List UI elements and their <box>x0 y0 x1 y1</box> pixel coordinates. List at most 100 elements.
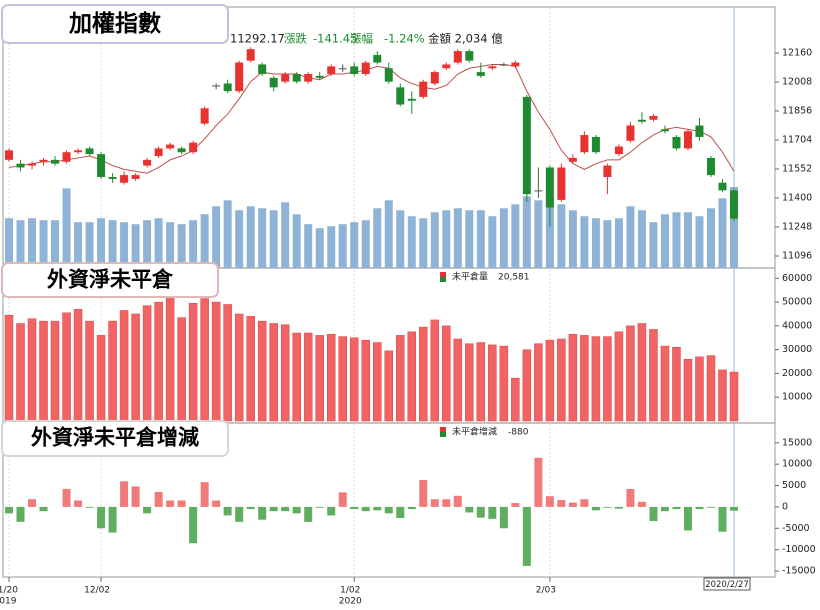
bar <box>476 506 485 518</box>
candle-body <box>672 136 681 149</box>
candle-body <box>545 167 554 208</box>
y-tick-label: 30000 <box>782 344 812 355</box>
candle-body <box>568 157 577 162</box>
bar <box>4 314 14 422</box>
candle-body <box>706 157 715 176</box>
candle-body <box>430 72 439 84</box>
volume-bar <box>557 204 566 268</box>
y-tick-label: 11248 <box>782 221 812 232</box>
bar <box>488 506 497 519</box>
candle-body <box>407 98 416 101</box>
volume-bar <box>718 198 727 268</box>
candle-body <box>730 190 738 219</box>
bar <box>154 301 163 422</box>
volume-bar <box>637 210 646 268</box>
volume-bar <box>246 206 255 268</box>
volume-bar <box>522 196 531 268</box>
volume-bar <box>591 218 600 268</box>
bar <box>142 305 152 422</box>
bar <box>511 377 520 422</box>
bar <box>338 336 347 422</box>
volume-bar <box>315 228 324 268</box>
legend-value: 20,581 <box>498 273 530 283</box>
candle-body <box>442 64 451 69</box>
volume-bar <box>304 224 313 268</box>
bar <box>442 499 451 507</box>
bar <box>154 491 163 507</box>
bar <box>419 326 428 422</box>
legend-icon <box>440 272 446 277</box>
bar <box>119 310 129 422</box>
bar <box>166 500 175 507</box>
bar <box>177 500 186 507</box>
candle-body <box>28 163 37 166</box>
bar <box>269 323 278 422</box>
candle-body <box>223 83 232 92</box>
change: -141.45 <box>313 32 357 46</box>
candle-body <box>269 77 278 88</box>
candle-body <box>292 74 301 82</box>
y-tick-label: 11400 <box>782 192 812 203</box>
y-tick-label: 40000 <box>782 320 812 331</box>
bar <box>614 506 623 509</box>
bar <box>96 335 106 422</box>
volume-bar <box>39 220 48 268</box>
candle-body <box>189 142 198 153</box>
legend-name: 未平倉增減 <box>452 426 497 438</box>
title-box <box>1 4 229 44</box>
candle-body <box>246 49 255 61</box>
bar <box>384 350 394 422</box>
candle-body <box>327 66 336 75</box>
bar <box>108 506 117 533</box>
bar <box>350 506 359 510</box>
bar <box>706 506 715 508</box>
title-box <box>1 420 229 457</box>
panel-title: 外資淨未平倉 <box>47 267 174 292</box>
bar <box>580 335 589 422</box>
volume-bar <box>143 220 152 268</box>
bar <box>626 325 635 422</box>
bar <box>143 506 152 514</box>
bar <box>338 492 347 507</box>
candle-body <box>177 148 186 153</box>
candle-body <box>637 119 646 122</box>
bar <box>292 506 301 514</box>
candle-body <box>143 159 152 166</box>
volume-bar <box>51 220 60 268</box>
bar <box>465 343 474 422</box>
bar <box>430 319 440 422</box>
bar <box>212 500 221 507</box>
candle-body <box>74 150 83 153</box>
bar <box>672 506 681 510</box>
candle-body <box>649 115 658 120</box>
bar <box>453 495 462 507</box>
y-tick-label: 10000 <box>782 459 812 470</box>
y-tick-label: 11096 <box>782 250 812 261</box>
candle-body <box>580 135 589 153</box>
volume-bar <box>660 214 669 268</box>
candle-body <box>660 129 669 132</box>
volume-bar <box>683 212 692 268</box>
bar <box>419 479 428 507</box>
bar <box>304 506 313 522</box>
y-tick-label: 0 <box>782 501 788 512</box>
volume-bar <box>568 210 577 268</box>
x-tick-label: 2/03 <box>536 586 556 596</box>
volume-bar <box>419 218 428 268</box>
bar <box>499 506 508 529</box>
legend-icon <box>440 432 446 437</box>
volume-bar <box>338 224 347 268</box>
y-tick-label: 11552 <box>782 163 812 174</box>
volume-bar <box>649 222 658 268</box>
candle-body <box>16 163 25 168</box>
year-label: 2020 <box>339 597 362 607</box>
candle-body <box>166 144 175 149</box>
y-tick-label: 11856 <box>782 106 812 117</box>
bar <box>695 356 704 422</box>
year-label: 2019 <box>0 597 17 607</box>
bar <box>303 332 313 422</box>
bar <box>499 345 509 422</box>
y-tick-label: 12160 <box>782 48 812 59</box>
volume-bar <box>396 210 405 268</box>
y-tick-label: -5000 <box>782 523 810 534</box>
